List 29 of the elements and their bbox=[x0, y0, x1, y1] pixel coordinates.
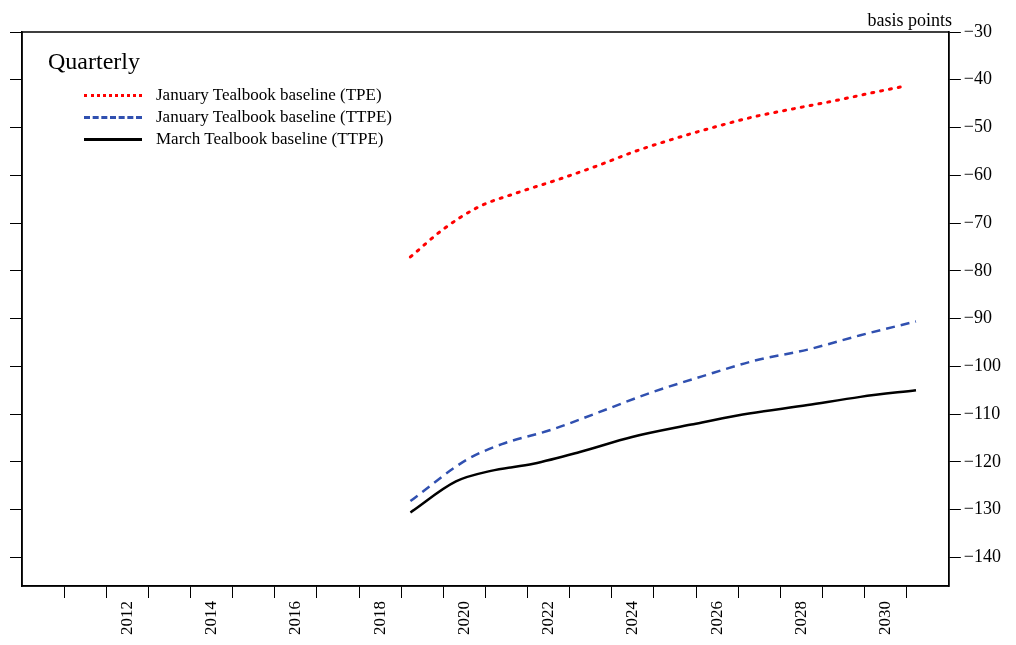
x-tick-label: 2024 bbox=[622, 600, 642, 635]
legend-label: March Tealbook baseline (TTPE) bbox=[156, 129, 384, 149]
legend-label: January Tealbook baseline (TTPE) bbox=[156, 107, 392, 127]
x-tick-label: 2014 bbox=[201, 600, 221, 635]
y-tick-label: −100 bbox=[963, 355, 1001, 376]
y-tick-label: −110 bbox=[963, 402, 1001, 423]
x-tick-label: 2020 bbox=[453, 601, 473, 635]
y-tick-label: −140 bbox=[963, 546, 1001, 567]
line-series bbox=[409, 388, 918, 514]
line-series bbox=[409, 320, 918, 503]
x-tick-label: 2018 bbox=[369, 601, 389, 635]
y-tick-label: −50 bbox=[963, 116, 992, 137]
y-tick-label: −40 bbox=[963, 68, 992, 89]
y-tick-label: −60 bbox=[963, 164, 992, 185]
y-axis-title: basis points bbox=[867, 10, 952, 31]
legend-label: January Tealbook baseline (TPE) bbox=[156, 85, 382, 105]
x-tick-label: 2030 bbox=[875, 601, 895, 635]
y-tick-label: −30 bbox=[963, 20, 992, 41]
x-tick-label: 2012 bbox=[116, 601, 136, 635]
y-tick-label: −130 bbox=[963, 498, 1001, 519]
x-tick-label: 2022 bbox=[538, 601, 558, 635]
legend-title: Quarterly bbox=[48, 48, 141, 75]
y-tick-label: −90 bbox=[963, 307, 992, 328]
y-tick-label: −120 bbox=[963, 450, 1001, 471]
x-tick-label: 2016 bbox=[285, 601, 305, 635]
x-tick-label: 2028 bbox=[790, 601, 810, 635]
x-tick-label: 2026 bbox=[706, 601, 726, 635]
y-tick-label: −80 bbox=[963, 259, 992, 280]
y-tick-label: −70 bbox=[963, 211, 992, 232]
